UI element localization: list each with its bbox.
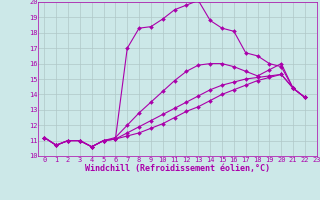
X-axis label: Windchill (Refroidissement éolien,°C): Windchill (Refroidissement éolien,°C) — [85, 164, 270, 173]
